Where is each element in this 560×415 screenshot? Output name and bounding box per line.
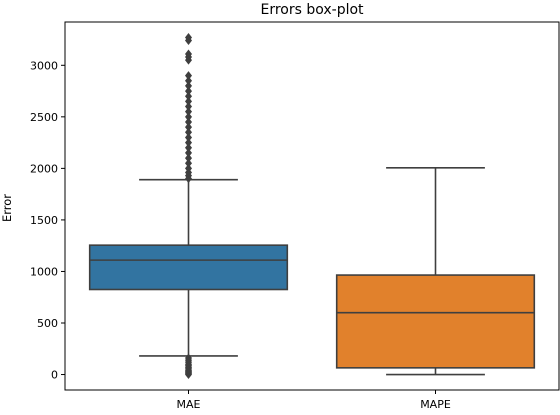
boxes-group <box>88 32 536 380</box>
x-tick-label: MAE <box>177 398 201 411</box>
y-tick-label: 500 <box>37 317 58 330</box>
outlier-point <box>185 107 192 117</box>
outlier-point <box>185 49 192 59</box>
y-axis: 0 500 1000 1500 2000 2500 3000 <box>30 59 65 382</box>
box-mape <box>335 167 536 376</box>
outlier-point <box>185 153 192 163</box>
outlier-point <box>185 163 192 173</box>
plot-frame <box>64 21 560 391</box>
y-tick-label: 3000 <box>30 59 58 72</box>
outlier-point <box>185 148 192 158</box>
outlier-point <box>185 143 192 153</box>
outlier-point <box>185 112 192 122</box>
outlier-point <box>185 132 192 142</box>
box-mae <box>88 32 289 380</box>
chart-title: Errors box-plot <box>260 2 364 18</box>
y-axis-label: Error <box>0 194 14 222</box>
outlier-point <box>185 86 192 96</box>
x-axis: MAE MAPE <box>177 390 451 411</box>
box-iqr <box>335 274 536 369</box>
box-iqr <box>88 244 289 291</box>
outlier-point <box>185 71 192 81</box>
outlier-point <box>185 76 192 86</box>
y-tick-label: 2500 <box>30 111 58 124</box>
outlier-point <box>185 158 192 168</box>
outlier-point <box>185 117 192 127</box>
y-tick-label: 1500 <box>30 214 58 227</box>
outlier-point <box>185 102 192 112</box>
outlier-point <box>185 91 192 101</box>
y-tick-label: 2000 <box>30 162 58 175</box>
y-tick-label: 0 <box>51 369 58 382</box>
y-tick-label: 1000 <box>30 265 58 278</box>
outlier-point <box>185 353 192 363</box>
outlier-point <box>185 81 192 91</box>
outlier-point <box>185 127 192 137</box>
outlier-point <box>185 138 192 148</box>
outlier-point <box>185 32 192 42</box>
outlier-point <box>185 96 192 106</box>
x-tick-label: MAPE <box>420 398 451 411</box>
outlier-point <box>185 122 192 132</box>
